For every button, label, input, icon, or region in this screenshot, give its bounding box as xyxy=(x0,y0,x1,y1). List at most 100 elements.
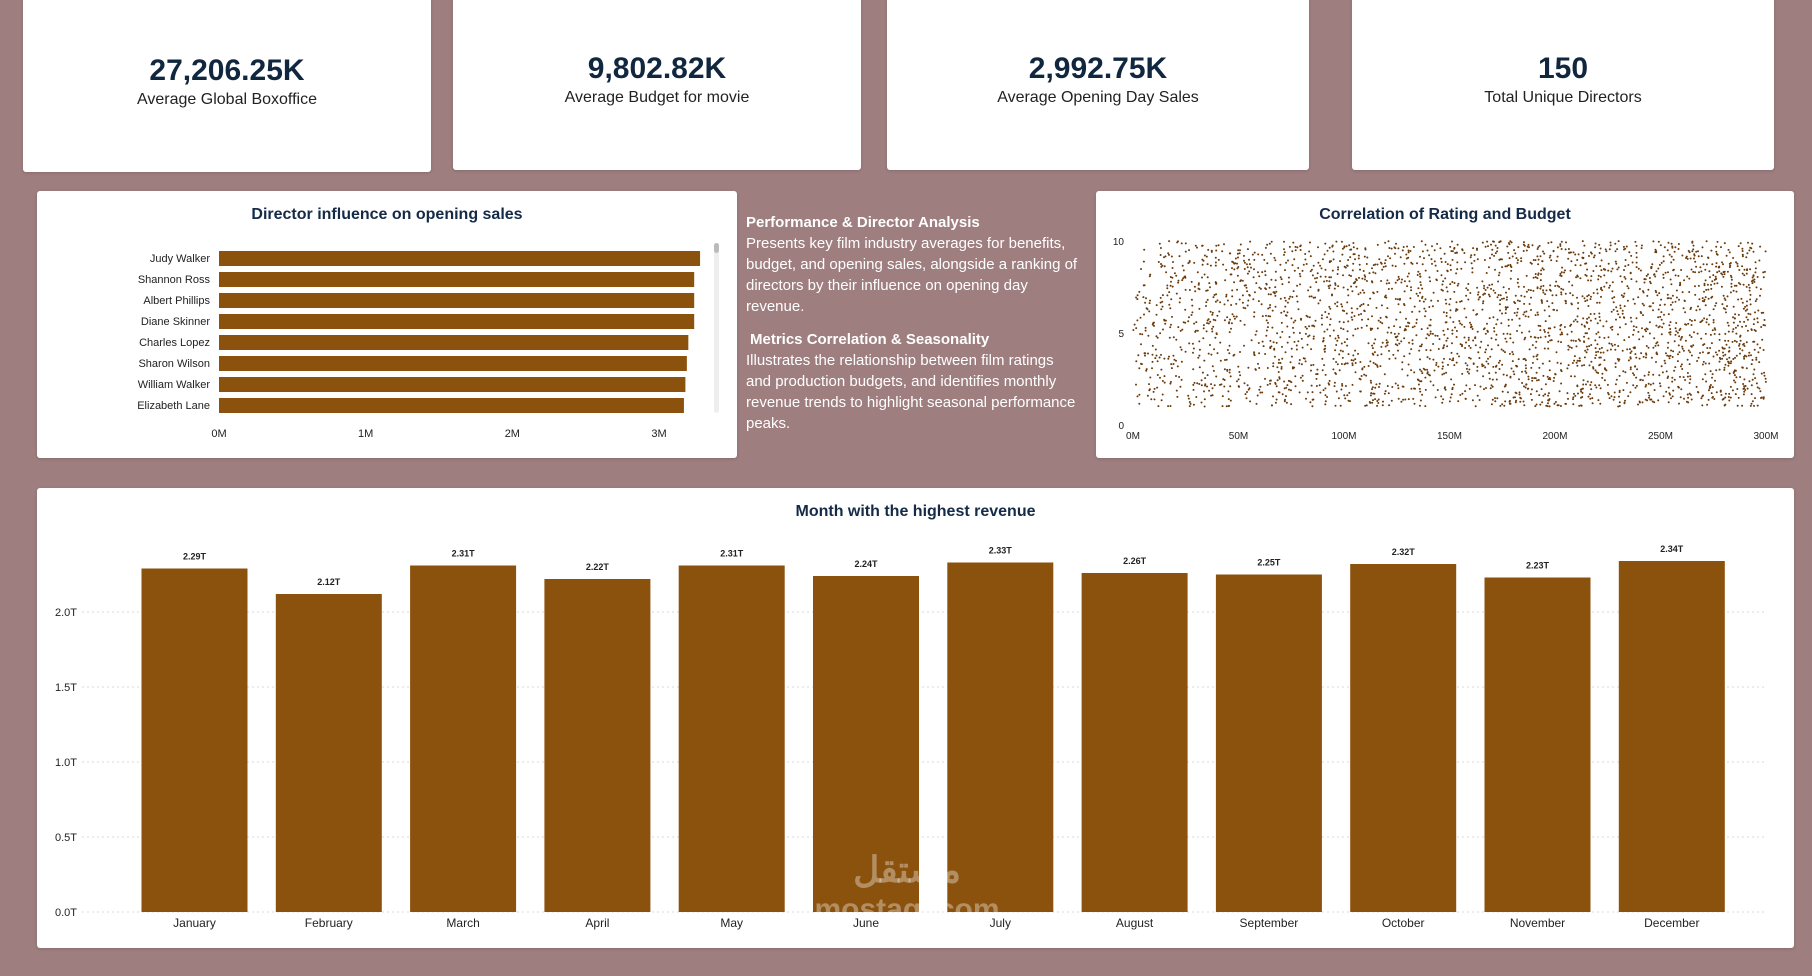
scatter-point xyxy=(1617,405,1620,408)
scatter-point xyxy=(1716,282,1719,285)
scatter-point xyxy=(1730,285,1733,288)
scatter-point xyxy=(1304,258,1307,261)
scatter-point xyxy=(1504,308,1507,311)
scatter-point xyxy=(1588,255,1590,257)
data-label: 2.31T xyxy=(452,549,476,559)
scatter-point xyxy=(1219,301,1222,304)
scatter-point xyxy=(1679,365,1682,368)
scatter-point xyxy=(1145,369,1148,372)
scatter-point xyxy=(1463,307,1466,310)
scatter-point xyxy=(1372,361,1375,364)
scatter-point xyxy=(1577,253,1580,256)
scatter-point xyxy=(1225,358,1228,361)
scatter-point xyxy=(1356,247,1359,250)
scatter-point xyxy=(1601,289,1604,292)
bar-may xyxy=(678,565,785,912)
bar-july xyxy=(947,562,1054,912)
scatter-point xyxy=(1258,286,1261,289)
scatter-point xyxy=(1624,265,1627,268)
scatter-point xyxy=(1623,316,1626,319)
scatter-point xyxy=(1607,269,1610,272)
scatter-point xyxy=(1188,405,1191,408)
data-label: 2.25T xyxy=(1257,558,1281,568)
rating-budget-scatter-card: Correlation of Rating and Budget 0 5 10 0M 5… xyxy=(1096,191,1794,458)
chart-scrollbar[interactable] xyxy=(714,243,719,413)
scatter-point xyxy=(1171,276,1174,279)
scatter-point xyxy=(1340,303,1343,306)
scatter-point xyxy=(1631,261,1634,264)
scatter-point xyxy=(1525,290,1528,293)
scatter-point xyxy=(1618,395,1620,398)
scatter-point xyxy=(1248,258,1250,261)
scatter-point xyxy=(1354,362,1357,364)
scatter-point xyxy=(1351,362,1354,365)
scatter-point xyxy=(1419,358,1421,361)
scatter-point xyxy=(1451,359,1454,362)
scatter-point xyxy=(1513,312,1516,314)
scatter-point xyxy=(1484,332,1487,335)
scatter-point xyxy=(1669,393,1671,396)
scatter-point xyxy=(1441,283,1444,286)
scatter-point xyxy=(1451,386,1454,389)
scatter-point xyxy=(1739,339,1742,342)
scatter-point xyxy=(1238,252,1241,255)
scatter-point xyxy=(1270,345,1273,348)
scatter-point xyxy=(1161,305,1164,308)
scatter-point xyxy=(1569,269,1572,272)
scatter-point xyxy=(1722,354,1725,357)
scatter-point xyxy=(1138,393,1141,396)
scatter-point xyxy=(1182,269,1185,272)
scatter-point xyxy=(1590,275,1593,278)
scatter-point xyxy=(1677,243,1680,245)
scatter-point xyxy=(1726,321,1729,324)
scatter-point xyxy=(1205,330,1208,333)
scatter-point xyxy=(1360,303,1363,306)
scatter-point xyxy=(1345,245,1348,248)
kpi-card-average-budget: 9,802.82K Average Budget for movie xyxy=(453,0,861,170)
scatter-point xyxy=(1211,313,1214,316)
scatter-point xyxy=(1700,337,1703,340)
scatter-point xyxy=(1570,339,1573,342)
scatter-point xyxy=(1253,258,1256,261)
scatter-point xyxy=(1172,363,1175,365)
scatter-point xyxy=(1236,252,1239,255)
scatter-point xyxy=(1560,248,1563,250)
scatter-point xyxy=(1280,278,1283,281)
scatter-point xyxy=(1672,389,1675,392)
scatter-point xyxy=(1206,374,1209,377)
scatter-point xyxy=(1278,376,1281,379)
scatter-point xyxy=(1437,348,1440,350)
scatter-point xyxy=(1308,334,1311,337)
scatter-point xyxy=(1498,359,1501,362)
scatter-point xyxy=(1297,308,1300,311)
scatter-point xyxy=(1744,309,1747,312)
scatter-point xyxy=(1726,295,1729,298)
scatter-point xyxy=(1576,274,1579,277)
scatter-point xyxy=(1517,246,1520,249)
scatter-point xyxy=(1662,276,1665,279)
scatter-point xyxy=(1497,361,1500,364)
scatter-point xyxy=(1309,241,1311,244)
scatter-point xyxy=(1615,262,1618,265)
scatter-point xyxy=(1497,280,1500,283)
scatter-point xyxy=(1671,356,1674,358)
scatter-point xyxy=(1488,284,1491,287)
scatter-point xyxy=(1482,364,1485,367)
scatter-point xyxy=(1579,388,1582,391)
scatter-point xyxy=(1534,314,1537,317)
scatter-point xyxy=(1644,328,1646,331)
scrollbar-thumb[interactable] xyxy=(714,243,719,253)
scatter-point xyxy=(1754,330,1757,332)
scatter-point xyxy=(1493,254,1496,257)
scatter-point xyxy=(1405,257,1408,260)
scatter-point xyxy=(1177,326,1180,329)
scatter-point xyxy=(1418,299,1421,302)
scatter-point xyxy=(1298,391,1301,394)
scatter-point xyxy=(1596,292,1599,295)
scatter-point xyxy=(1547,378,1550,380)
section-title-correlation: Metrics Correlation & Seasonality xyxy=(750,331,990,348)
scatter-point xyxy=(1674,327,1677,330)
scatter-point xyxy=(1328,323,1331,326)
scatter-point xyxy=(1709,370,1712,373)
scatter-point xyxy=(1652,382,1655,385)
